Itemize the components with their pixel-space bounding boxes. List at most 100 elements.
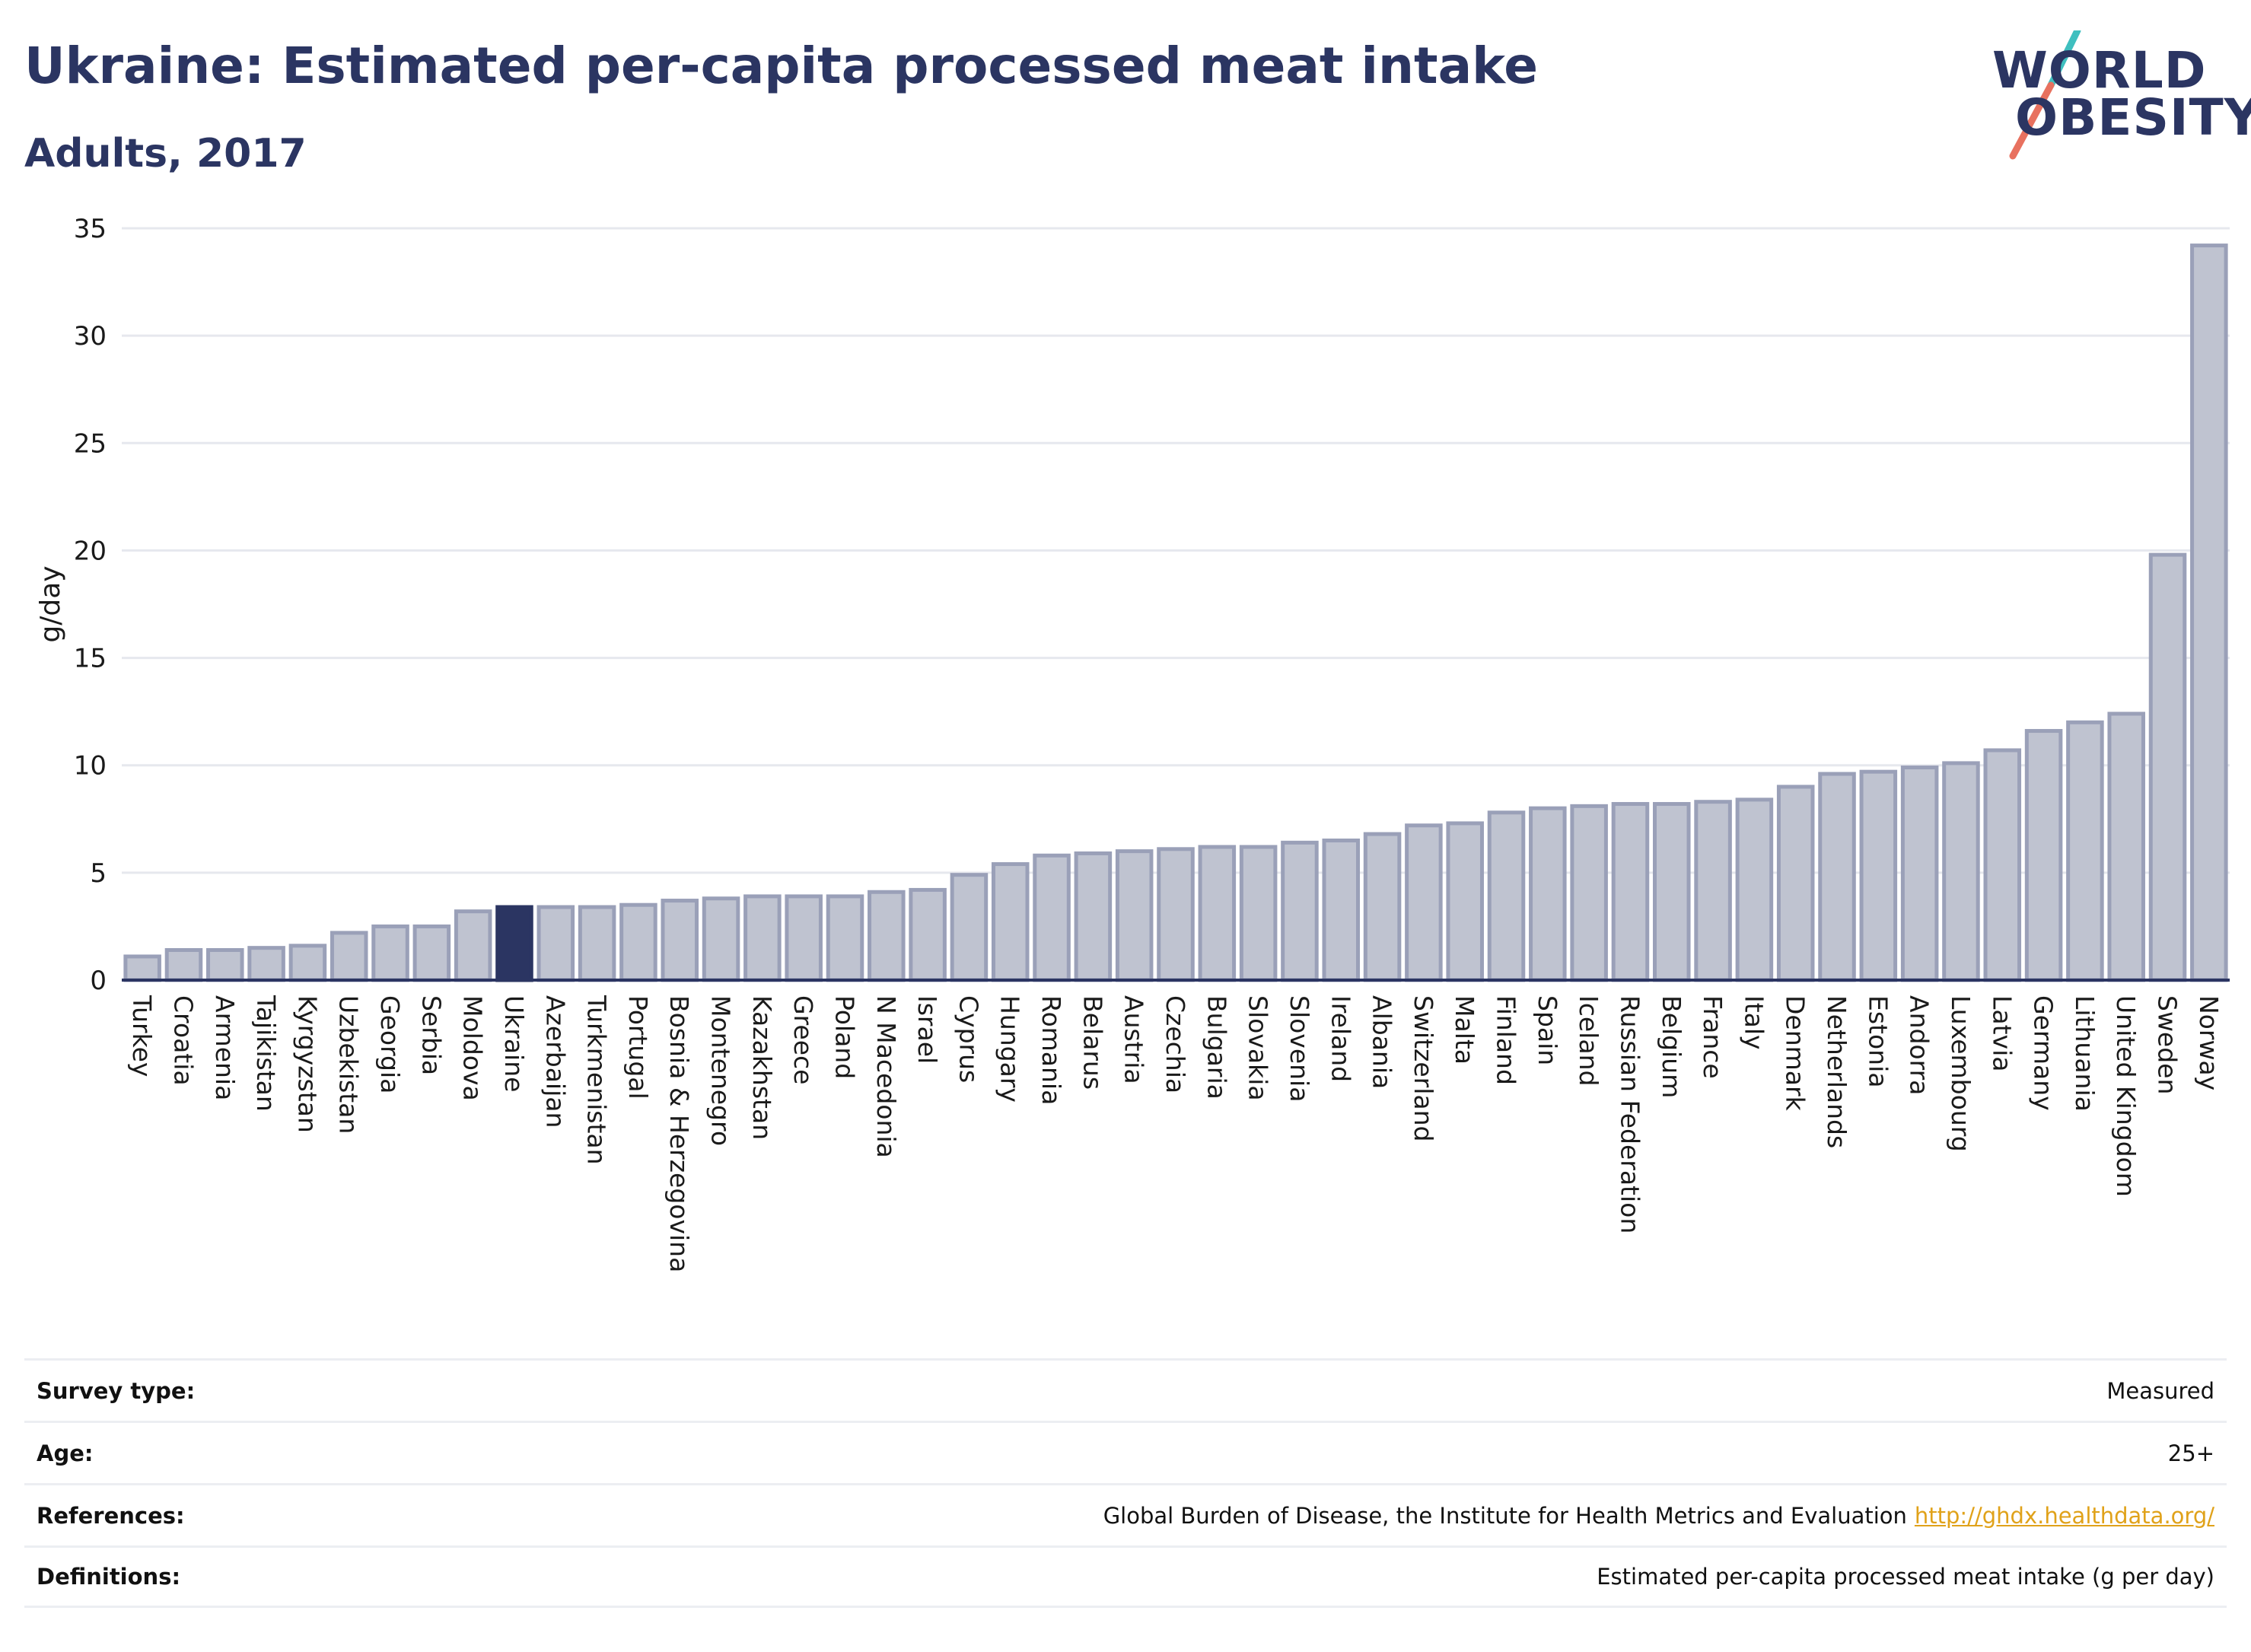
- bar-croatia: [164, 947, 203, 982]
- x-tick-label: Slovenia: [1285, 995, 1314, 1102]
- info-row-definitions: Definitions: Estimated per-capita proces…: [24, 1545, 2227, 1608]
- bar-chart: 0 5 10 15 20 25 30 35 g/day Turkey Croatia Armenia T…: [35, 214, 2230, 1272]
- x-tick-label: Uzbekistan: [334, 995, 364, 1134]
- survey-type-label: Survey type:: [37, 1377, 196, 1404]
- bar-sweden: [2148, 552, 2187, 982]
- info-table: Survey type: Measured Age: 25+ Reference…: [24, 1358, 2227, 1608]
- x-tick-label: Romania: [1036, 995, 1066, 1105]
- x-tick-label: Kazakhstan: [747, 995, 777, 1140]
- x-tick-label: Belarus: [1078, 995, 1107, 1090]
- x-tick-label: Switzerland: [1409, 995, 1438, 1142]
- bar-latvia: [1983, 748, 2022, 982]
- x-tick-label: N Macedonia: [871, 995, 901, 1158]
- bar-moldova: [454, 909, 492, 982]
- x-tick-label: Azerbaijan: [540, 995, 570, 1128]
- bar-azerbaijan: [536, 905, 575, 982]
- x-tick-label: Netherlands: [1822, 995, 1851, 1148]
- references-value: Global Burden of Disease, the Institute …: [1103, 1502, 1907, 1529]
- bar-germany: [2024, 729, 2063, 982]
- x-tick-label: Spain: [1533, 995, 1562, 1065]
- logo-slash-icon: [2009, 30, 2081, 160]
- bar-iceland: [1570, 804, 1608, 982]
- x-tick-label: Turkey: [127, 995, 157, 1077]
- x-tick-label: Iceland: [1574, 995, 1603, 1086]
- bar-montenegro: [702, 896, 740, 982]
- definitions-value: Estimated per-capita processed meat inta…: [1597, 1564, 2214, 1590]
- y-tick-label: 5: [90, 858, 107, 889]
- bar-serbia: [412, 924, 451, 982]
- x-tick-label: Sweden: [2153, 995, 2183, 1094]
- x-tick-label: Denmark: [1781, 995, 1810, 1112]
- bar-turkmenistan: [578, 905, 616, 982]
- x-tick-label: Montenegro: [706, 995, 736, 1146]
- x-tick-label: Estonia: [1863, 995, 1893, 1087]
- x-tick-label: Israel: [912, 995, 942, 1064]
- y-axis-title: g/day: [35, 565, 66, 642]
- bar-belgium: [1652, 802, 1691, 982]
- x-tick-label: Turkmenistan: [582, 995, 612, 1165]
- definitions-label: Definitions:: [37, 1564, 181, 1590]
- x-tick-label: Moldova: [458, 995, 488, 1101]
- bar-luxembourg: [1942, 761, 1980, 982]
- x-tick-label: Poland: [829, 995, 859, 1079]
- x-tick-label: Ukraine: [499, 995, 529, 1092]
- bar-estonia: [1859, 769, 1898, 982]
- info-row-references: References: Global Burden of Disease, th…: [24, 1483, 2227, 1545]
- x-tick-label: Greece: [788, 995, 818, 1084]
- world-obesity-logo[interactable]: WORLD OBESITY: [1979, 30, 2251, 167]
- age-value: 25+: [2167, 1440, 2214, 1466]
- x-tick-label: Slovakia: [1243, 995, 1273, 1101]
- x-tick-label: United Kingdom: [2111, 995, 2141, 1197]
- x-tick-label: Hungary: [995, 995, 1025, 1103]
- y-tick-label: 0: [90, 966, 107, 996]
- bar-spain: [1529, 806, 1567, 982]
- bar-bulgaria: [1198, 845, 1237, 982]
- chart-title: Ukraine: Estimated per-capita processed …: [24, 37, 1538, 95]
- x-tick-label: Portugal: [623, 995, 653, 1100]
- logo-word-obesity: OBESITY: [2015, 88, 2251, 147]
- bar-belarus: [1074, 851, 1113, 982]
- references-link[interactable]: http://ghdx.healthdata.org/: [1914, 1502, 2214, 1529]
- y-tick-label: 15: [74, 644, 107, 674]
- bar-turkey: [123, 954, 161, 982]
- y-tick-label: 10: [74, 751, 107, 781]
- x-tick-label: Belgium: [1657, 995, 1686, 1098]
- bar-armenia: [206, 947, 244, 982]
- bar-hungary: [991, 862, 1030, 982]
- x-tick-label: Luxembourg: [1946, 995, 1976, 1152]
- x-tick-label: Bosnia & Herzegovina: [664, 995, 694, 1272]
- bar-austria: [1115, 849, 1154, 982]
- info-row-age: Age: 25+: [24, 1421, 2227, 1483]
- bar-italy: [1735, 797, 1774, 982]
- bar-slovenia: [1281, 840, 1319, 982]
- bar-switzerland: [1405, 823, 1443, 982]
- bar-norway: [2190, 244, 2228, 982]
- bar-united-kingdom: [2107, 711, 2145, 982]
- y-tick-label: 30: [74, 321, 107, 352]
- bar-tajikistan: [247, 946, 285, 982]
- bar-albania: [1363, 832, 1402, 982]
- bar-france: [1694, 800, 1732, 982]
- x-tick-label: Albania: [1367, 995, 1397, 1089]
- x-tick-label: Czechia: [1161, 995, 1190, 1093]
- x-tick-label: Finland: [1492, 995, 1521, 1085]
- bar-malta: [1446, 821, 1484, 982]
- bar-romania: [1033, 853, 1071, 982]
- x-tick-label: Georgia: [375, 995, 405, 1093]
- bar-portugal: [619, 902, 657, 982]
- x-tick-label: Bulgaria: [1202, 995, 1231, 1100]
- bar-poland: [826, 894, 864, 982]
- bar-kyrgyzstan: [288, 944, 327, 982]
- x-tick-label: Croatia: [168, 995, 198, 1086]
- bar-ukraine: [495, 905, 533, 982]
- bar-czechia: [1157, 847, 1195, 982]
- bar-ireland: [1322, 839, 1361, 982]
- bar-georgia: [371, 924, 409, 982]
- bar-andorra: [1900, 766, 1939, 982]
- bar-cyprus: [950, 873, 989, 982]
- y-tick-label: 25: [74, 428, 107, 459]
- bar-kazakhstan: [743, 894, 782, 982]
- references-label: References:: [37, 1502, 185, 1529]
- x-tick-label: Malta: [1450, 995, 1479, 1065]
- chart-subtitle: Adults, 2017: [24, 131, 307, 177]
